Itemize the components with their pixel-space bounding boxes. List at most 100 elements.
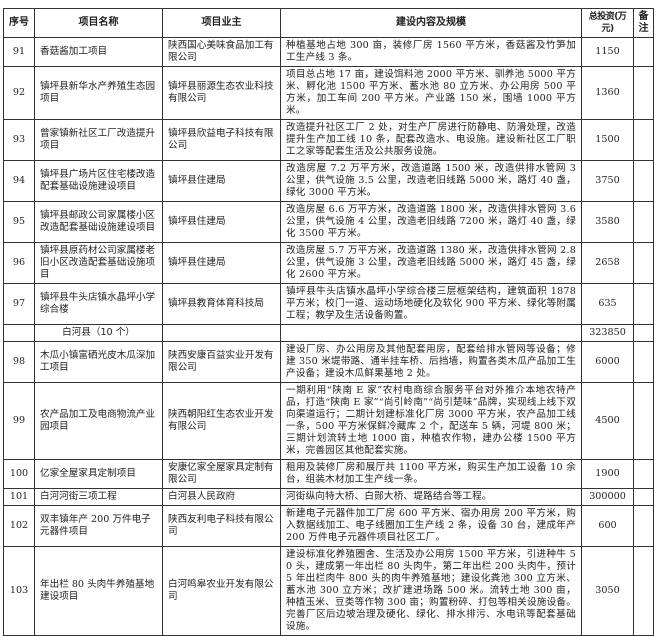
project-table: 序号 项目名称 项目业主 建设内容及规模 总投资(万元) 备注 91 香菇酱加工项… (3, 8, 654, 636)
cell-owner: 镇坪县丽源生态农业科技有限公司 (162, 66, 281, 120)
cell-owner: 镇坪县教育体育科技局 (162, 283, 281, 325)
cell-content: 一期利用“陕南 E 家”农村电商综合服务平台对外推介本地农特产品，打造“陕南 E… (280, 382, 582, 460)
cell-investment: 600 (581, 505, 634, 547)
cell-remark (633, 459, 654, 489)
table-row: 93 曾家镇新社区工厂改造提升项目 镇坪县欣益电子科技有限公司 改造提升社区工厂 2 … (3, 119, 654, 161)
cell-name: 亿家全屋家具定制项目 (34, 459, 163, 489)
cell-no: 97 (3, 283, 35, 325)
table-row: 99 农产品加工及电商物流产业园项目 陕西朝阳红生态农业开发有限公司 一期利用“陕南 … (3, 382, 654, 460)
cell-investment: 1150 (581, 37, 634, 67)
cell-remark (633, 242, 654, 284)
cell-remark (633, 37, 654, 67)
cell-investment: 3750 (581, 160, 634, 202)
cell-owner: 陕西安康百益实业开发有限公司 (162, 341, 281, 383)
cell-investment: 3580 (581, 201, 634, 243)
cell-content: 改造房屋 5.7 万平方米，改造道路 1380 米，改造供排水管网 2.8 公里… (280, 242, 582, 284)
header-investment: 总投资(万元) (581, 8, 634, 38)
cell-content: 镇坪县牛头店镇水晶坪小学综合楼三层框架结构，建筑面积 1878 平方米；校门一道… (280, 283, 582, 325)
cell-content: 改造房屋 7.2 万平方米，改造道路 1500 米，改造供排水管网 3 公里，供… (280, 160, 582, 202)
cell-no: 99 (3, 382, 35, 460)
cell-remark (633, 283, 654, 325)
cell-owner: 镇坪县住建局 (162, 201, 281, 243)
header-no: 序号 (3, 8, 35, 38)
cell-remark (633, 546, 654, 636)
empty-cell (162, 324, 281, 342)
cell-no: 94 (3, 160, 35, 202)
cell-content: 建设厂房、办公用房及其他配套用房，配套给排水管网等设备；修建 350 米堤带路、… (280, 341, 582, 383)
cell-no: 92 (3, 66, 35, 120)
cell-remark (633, 160, 654, 202)
cell-no: 103 (3, 546, 35, 636)
cell-no: 102 (3, 505, 35, 547)
cell-investment: 300000 (581, 488, 634, 506)
cell-content: 项目总占地 17 亩，建设饵料池 2000 平方米、驯养池 5000 平方米、孵… (280, 66, 582, 120)
table-row: 94 镇坪县广场片区住宅楼改造配套基础设施建设项目 镇坪县住建局 改造房屋 7.2 万… (3, 160, 654, 202)
cell-content: 改造提升社区工厂 2 处，对生产厂房进行防静电、防滑处理，改造提升生产加工线 1… (280, 119, 582, 161)
cell-no: 91 (3, 37, 35, 67)
table-header-row: 序号 项目名称 项目业主 建设内容及规模 总投资(万元) 备注 (3, 8, 654, 38)
cell-remark (633, 382, 654, 460)
cell-no: 96 (3, 242, 35, 284)
table-row: 91 香菇酱加工项目 陕西国心美味食品加工有限公司 种植基地占地 300 亩，装修厂房… (3, 37, 654, 67)
cell-no: 100 (3, 459, 35, 489)
cell-name: 曾家镇新社区工厂改造提升项目 (34, 119, 163, 161)
cell-remark (633, 341, 654, 383)
table-row: 92 镇坪县新华水产养殖生态园项目 镇坪县丽源生态农业科技有限公司 项目总占地 17 … (3, 66, 654, 120)
cell-owner: 安康亿家全屋家具定制有限公司 (162, 459, 281, 489)
table-row: 102 双丰镇年产 200 万件电子元器件项目 陕西友利电子科技有限公司 新建电子元器… (3, 505, 654, 547)
cell-name: 香菇酱加工项目 (34, 37, 163, 67)
cell-remark (633, 119, 654, 161)
cell-owner: 陕西友利电子科技有限公司 (162, 505, 281, 547)
table-row: 103 年出栏 80 头肉牛养殖基地建设项目 白河鸣皋农业开发有限公司 建设标准化养殖… (3, 546, 654, 636)
cell-investment: 3050 (581, 546, 634, 636)
header-content: 建设内容及规模 (280, 8, 582, 38)
cell-name: 镇坪县广场片区住宅楼改造配套基础设施建设项目 (34, 160, 163, 202)
cell-no: 93 (3, 119, 35, 161)
cell-investment: 1360 (581, 66, 634, 120)
cell-remark (633, 488, 654, 506)
cell-owner: 镇坪县住建局 (162, 160, 281, 202)
table-row: 100 亿家全屋家具定制项目 安康亿家全屋家具定制有限公司 租用及装修厂房和展厅共 1… (3, 459, 654, 489)
cell-name: 镇坪县牛头店镇水晶坪小学综合楼 (34, 283, 163, 325)
header-name: 项目名称 (34, 8, 163, 38)
subtotal-row: 白河县（10 个） 323850 (3, 324, 654, 342)
empty-cell (3, 324, 35, 342)
header-remark: 备注 (633, 8, 654, 38)
cell-owner: 陕西朝阳红生态农业开发有限公司 (162, 382, 281, 460)
cell-name: 年出栏 80 头肉牛养殖基地建设项目 (34, 546, 163, 636)
empty-cell (280, 324, 582, 342)
cell-owner: 镇坪县欣益电子科技有限公司 (162, 119, 281, 161)
table-body: 91 香菇酱加工项目 陕西国心美味食品加工有限公司 种植基地占地 300 亩，装修厂房… (3, 37, 654, 636)
cell-name: 木瓜小镇富硒光皮木瓜深加工项目 (34, 341, 163, 383)
cell-content: 新建电子元器件加工厂房 600 平方米、宿办用房 200 平方米，购入数据线加工… (280, 505, 582, 547)
cell-no: 98 (3, 341, 35, 383)
cell-owner: 白河鸣皋农业开发有限公司 (162, 546, 281, 636)
cell-investment: 635 (581, 283, 634, 325)
cell-investment: 6000 (581, 341, 634, 383)
cell-investment: 1500 (581, 119, 634, 161)
cell-owner: 白河县人民政府 (162, 488, 281, 506)
cell-remark (633, 505, 654, 547)
cell-remark (633, 201, 654, 243)
cell-name: 镇坪县新华水产养殖生态园项目 (34, 66, 163, 120)
header-owner: 项目业主 (162, 8, 281, 38)
cell-investment: 2658 (581, 242, 634, 284)
table-row: 95 镇坪县邮政公司家属楼小区改造配套基础设施建设项目 镇坪县住建局 改造房屋 6.6… (3, 201, 654, 243)
empty-cell (633, 324, 654, 342)
cell-no: 95 (3, 201, 35, 243)
cell-owner: 镇坪县住建局 (162, 242, 281, 284)
table-row: 98 木瓜小镇富硒光皮木瓜深加工项目 陕西安康百益实业开发有限公司 建设厂房、办公用房… (3, 341, 654, 383)
cell-content: 建设标准化养殖圈舍、生活及办公用房 1500 平方米，引进种牛 50 头，建成第… (280, 546, 582, 636)
cell-name: 镇坪县原药材公司家属楼老旧小区改造配套基础设施项目 (34, 242, 163, 284)
cell-name: 农产品加工及电商物流产业园项目 (34, 382, 163, 460)
cell-content: 种植基地占地 300 亩，装修厂房 1560 平方米，香菇酱及竹笋加工生产线 3… (280, 37, 582, 67)
cell-name: 白河河街三项工程 (34, 488, 163, 506)
subtotal-label: 白河县（10 个） (34, 324, 163, 342)
cell-investment: 4500 (581, 382, 634, 460)
cell-content: 改造房屋 6.6 万平方米，改造道路 1800 米，改造供排水管网 3.6 公里… (280, 201, 582, 243)
subtotal-investment: 323850 (581, 324, 634, 342)
cell-name: 双丰镇年产 200 万件电子元器件项目 (34, 505, 163, 547)
cell-owner: 陕西国心美味食品加工有限公司 (162, 37, 281, 67)
cell-name: 镇坪县邮政公司家属楼小区改造配套基础设施建设项目 (34, 201, 163, 243)
table-row: 96 镇坪县原药材公司家属楼老旧小区改造配套基础设施项目 镇坪县住建局 改造房屋 5.… (3, 242, 654, 284)
